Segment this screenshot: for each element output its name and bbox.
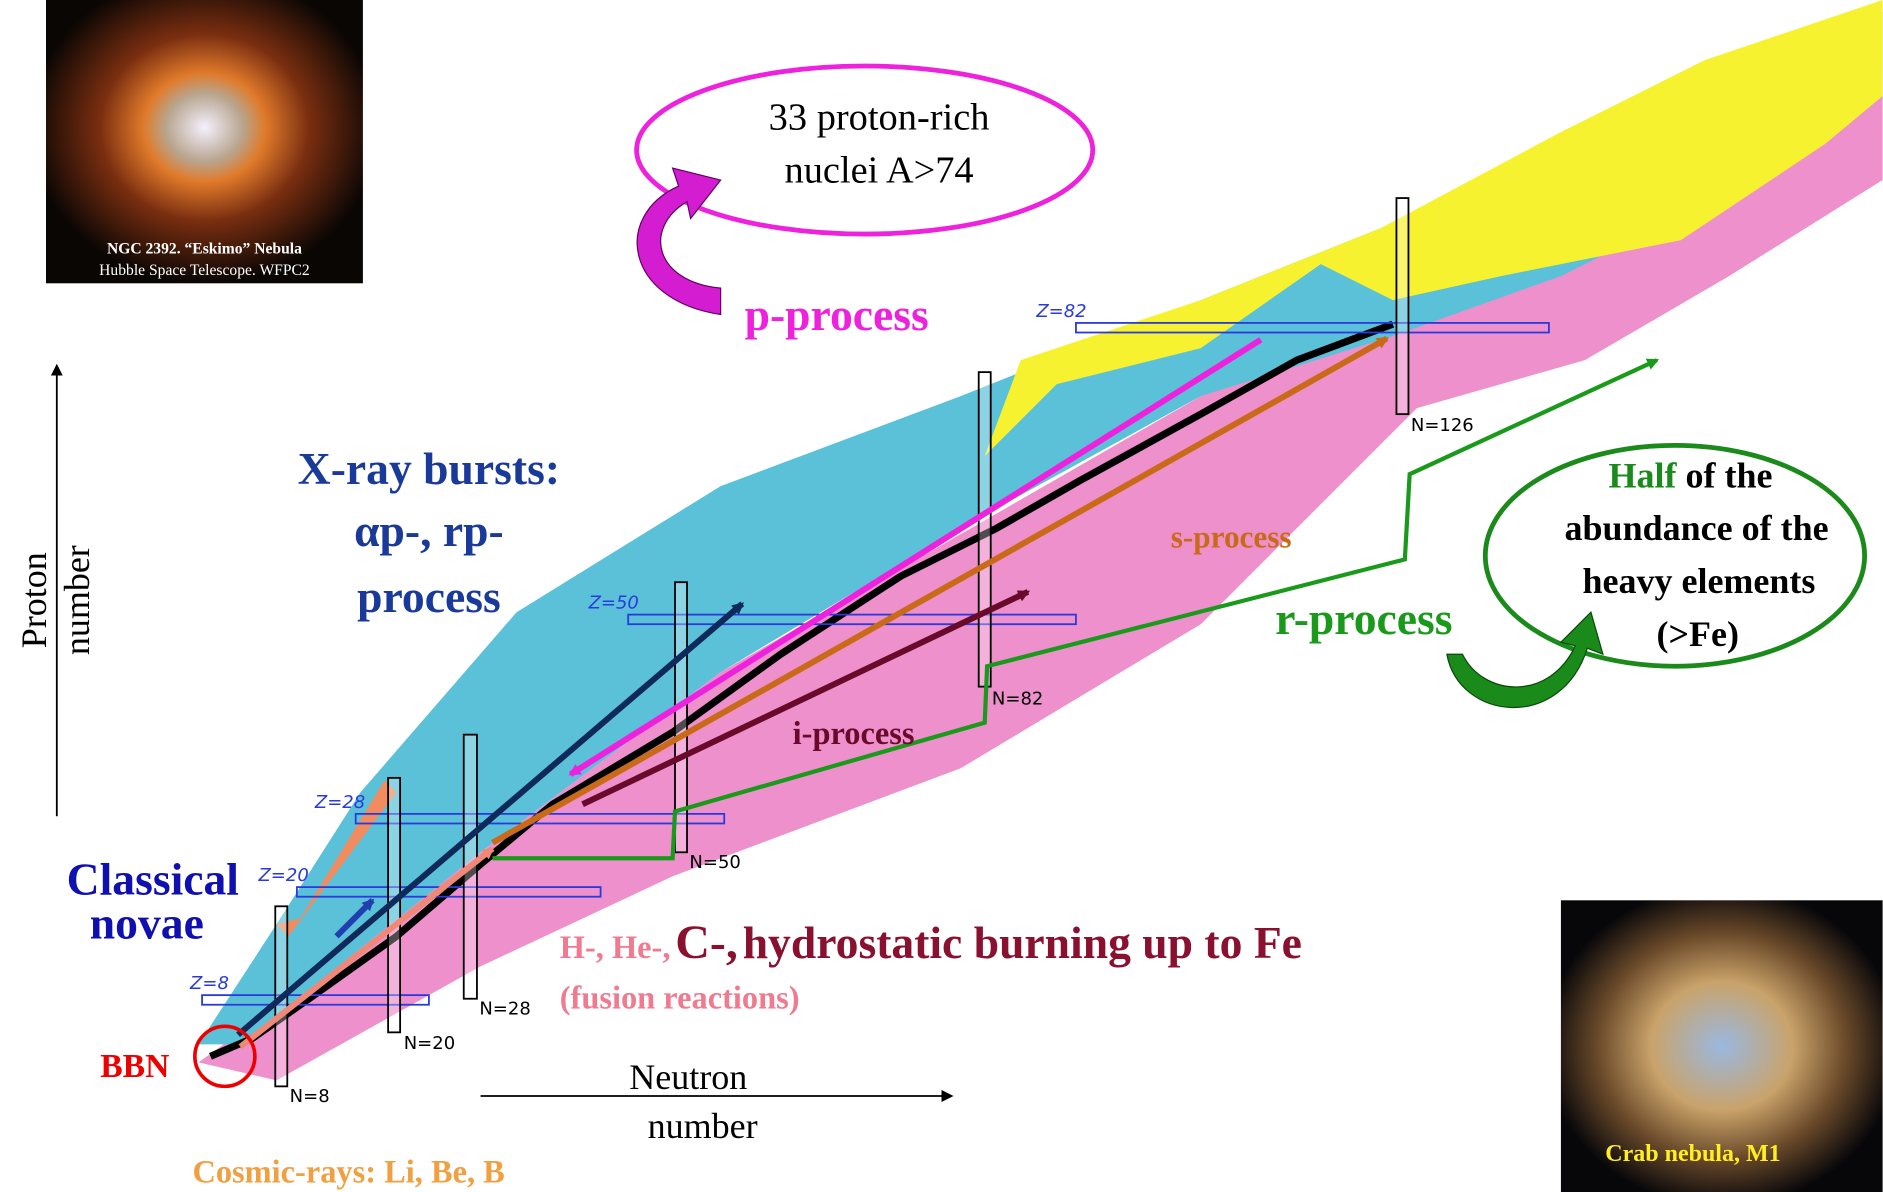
- z-label: Z=20: [257, 865, 308, 886]
- fusion-note: (fusion reactions): [560, 980, 800, 1016]
- x-ray-label: X-ray bursts:: [298, 443, 560, 494]
- eskimo-image: NGC 2392. “Eskimo” Nebula Hubble Space T…: [46, 0, 363, 283]
- y-label: Proton: [14, 552, 54, 648]
- x-label: Neutron: [629, 1057, 747, 1097]
- x-label: number: [648, 1106, 758, 1146]
- shape: Half of the abundance of the heavy eleme…: [1565, 455, 1829, 653]
- p-process-label: p-process: [745, 289, 929, 340]
- i-process-label: i-process: [793, 716, 915, 752]
- shape: [979, 372, 991, 687]
- bbn-label: BBN: [100, 1048, 169, 1085]
- h-he: H-, He-,: [560, 930, 671, 966]
- image-credit: Hubble Space Telescope. WFPC2: [99, 262, 310, 279]
- image-caption: Crab nebula, M1: [1605, 1141, 1780, 1167]
- novae-label: novae: [90, 898, 204, 949]
- shape: X-ray bursts: αp-, rp- process: [298, 443, 560, 622]
- shape: Classical novae: [67, 853, 239, 948]
- z-label: Z=82: [1035, 301, 1086, 322]
- p-note: nuclei A>74: [785, 149, 974, 191]
- r-note-line: heavy elements: [1582, 561, 1815, 601]
- r-note-line: Half of the: [1609, 455, 1773, 495]
- body: NGC 2392. “Eskimo” Nebula Hubble Space T…: [0, 0, 1883, 1192]
- x-ray-label: αp-, rp-: [354, 505, 504, 556]
- hydrostatic-label: H-, He-, C-, hydrostatic burning up to F…: [560, 916, 1302, 969]
- z-label: Z=28: [314, 792, 365, 813]
- crab-image: Crab nebula, M1: [1561, 900, 1883, 1192]
- r-curved-arrow: [1447, 612, 1603, 707]
- hydrostatic-text: hydrostatic burning up to Fe: [743, 917, 1302, 968]
- page: Nucleosynthesis processes on the chart o…: [0, 0, 1883, 1192]
- n-label: N=82: [992, 689, 1043, 710]
- y-label: number: [57, 545, 97, 655]
- diagram: NGC 2392. “Eskimo” Nebula Hubble Space T…: [0, 0, 1883, 1192]
- r-note-line: abundance of the: [1565, 508, 1829, 548]
- z-label: Z=50: [588, 593, 639, 614]
- p-note: 33 proton-rich: [769, 97, 990, 139]
- n-label: N=126: [1411, 415, 1474, 436]
- n-label: N=50: [689, 852, 740, 873]
- n-label: N=20: [404, 1033, 455, 1054]
- n-label: N=8: [290, 1086, 330, 1107]
- n-label: N=28: [479, 998, 530, 1019]
- z-label: Z=8: [189, 973, 229, 994]
- x-ray-label: process: [357, 571, 501, 622]
- shape: [1396, 198, 1408, 414]
- cosmic-label: Cosmic-rays: Li, Be, B: [192, 1154, 504, 1190]
- s-process-label: s-process: [1171, 519, 1292, 554]
- r-note-line: (>Fe): [1657, 614, 1739, 654]
- novae-label: Classical: [67, 853, 239, 904]
- half: Half: [1609, 455, 1678, 495]
- r-note-text: of the: [1686, 455, 1773, 495]
- c-label: C-,: [675, 916, 738, 969]
- p-curved-arrow: [637, 168, 720, 314]
- image-caption: NGC 2392. “Eskimo” Nebula: [107, 240, 302, 257]
- r-process-label: r-process: [1275, 593, 1452, 644]
